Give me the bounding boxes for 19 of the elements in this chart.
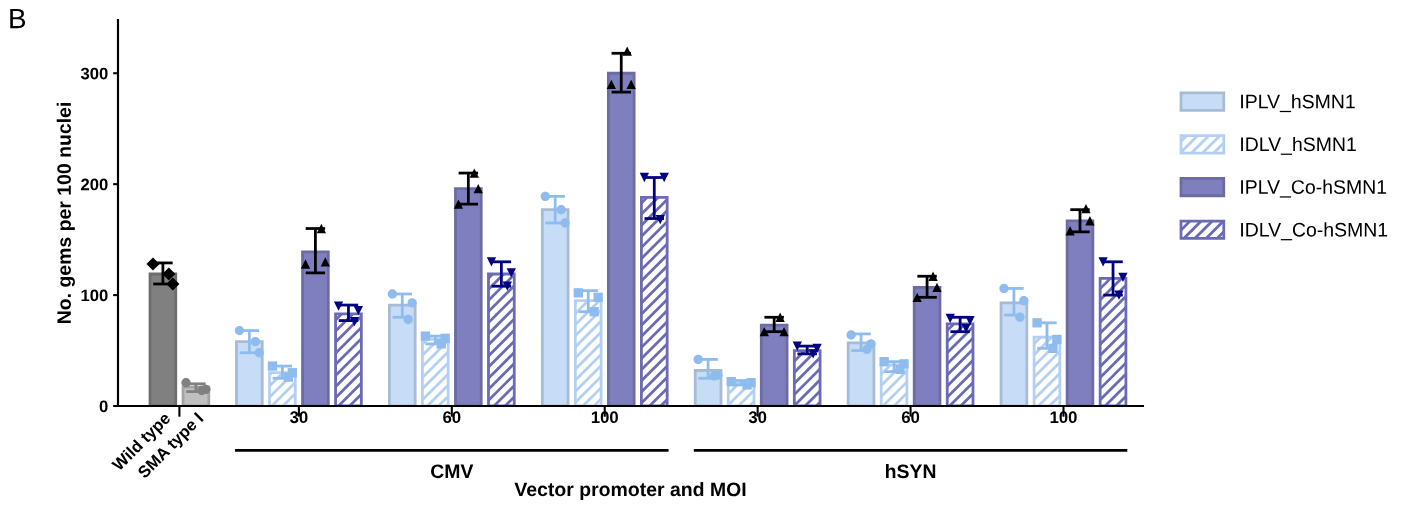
legend-label: IDLV_hSMN1 <box>1241 136 1356 155</box>
x-tick-label: 100 <box>591 411 618 424</box>
y-axis-title: No. gems per 100 nuclei <box>56 103 75 323</box>
y-tick-label: 300 <box>80 67 108 80</box>
chart-title: B <box>10 9 26 29</box>
x-tick-label: 60 <box>901 411 920 424</box>
x-tick-label: 30 <box>748 411 767 424</box>
x-tick-label: 100 <box>1050 411 1077 424</box>
legend-label: IPLV_hSMN1 <box>1241 94 1355 113</box>
x-tick-label: 30 <box>290 411 308 424</box>
text: CMV <box>431 464 474 479</box>
legend-label: IPLV_Co-hSMN1 <box>1241 179 1387 198</box>
legend-label: IDLV_Co-hSMN1 <box>1241 222 1388 241</box>
y-tick-label: 0 <box>99 400 108 413</box>
y-tick-label: 200 <box>81 178 108 191</box>
y-tick-label: 100 <box>81 289 108 302</box>
text: hSYN <box>886 463 936 479</box>
x-tick-label: 60 <box>443 411 461 424</box>
x-axis-title: Vector promoter and MOI <box>514 481 746 501</box>
